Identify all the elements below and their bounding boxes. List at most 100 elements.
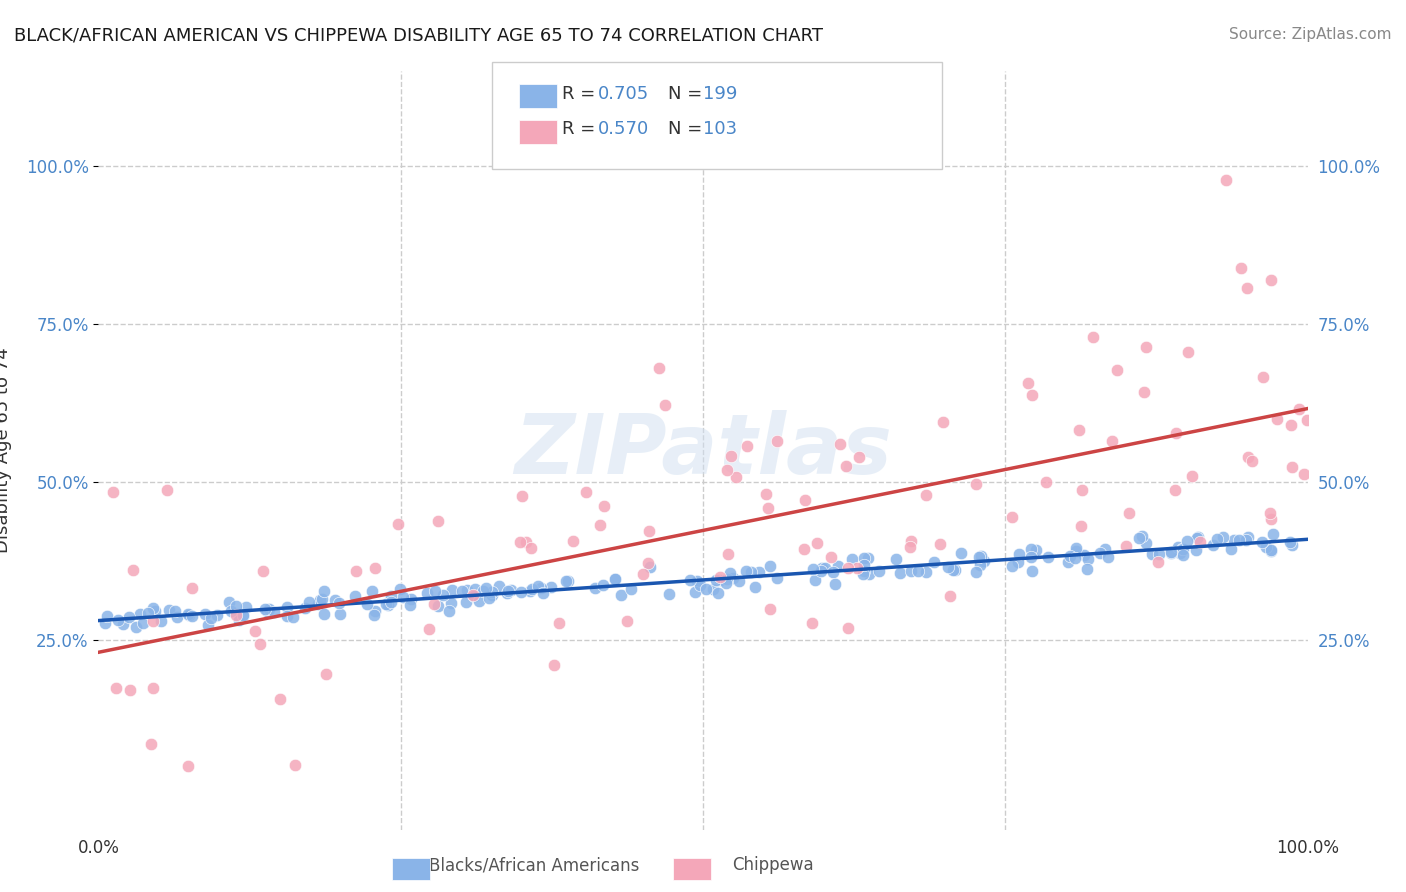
Point <box>423 597 446 611</box>
Point <box>495 585 517 599</box>
Point <box>312 607 335 621</box>
Point <box>328 596 350 610</box>
Point <box>401 591 423 606</box>
Point <box>1036 550 1059 565</box>
Point <box>720 566 742 580</box>
Point <box>1160 546 1182 560</box>
Point <box>658 587 681 601</box>
Point <box>1234 533 1257 548</box>
Text: R =: R = <box>562 85 602 103</box>
Point <box>706 586 728 600</box>
Point <box>1128 532 1150 546</box>
Point <box>709 573 731 587</box>
Point <box>269 692 291 706</box>
Point <box>1229 261 1251 276</box>
Point <box>508 535 530 549</box>
Point <box>631 567 654 582</box>
Point <box>157 602 180 616</box>
Point <box>1059 549 1081 564</box>
Point <box>520 582 543 596</box>
Point <box>965 565 987 579</box>
Point <box>263 605 285 619</box>
Point <box>922 555 945 569</box>
Point <box>512 489 534 503</box>
Point <box>685 585 707 599</box>
Point <box>425 584 447 599</box>
Point <box>1223 533 1246 547</box>
Point <box>1076 562 1098 576</box>
Point <box>307 597 329 611</box>
Point <box>1008 547 1031 561</box>
Point <box>1135 536 1157 550</box>
Point <box>1173 548 1195 562</box>
Point <box>377 598 399 612</box>
Point <box>136 606 159 620</box>
Point <box>548 615 571 630</box>
Point <box>235 599 257 614</box>
Point <box>1063 550 1085 565</box>
Point <box>1296 413 1319 427</box>
Text: 0.570: 0.570 <box>598 120 648 138</box>
Point <box>638 559 661 574</box>
Point <box>1000 510 1022 524</box>
Point <box>1164 425 1187 440</box>
Point <box>228 613 250 627</box>
Point <box>481 588 503 602</box>
Point <box>107 613 129 627</box>
Point <box>243 624 266 638</box>
Point <box>637 556 659 570</box>
Point <box>1025 543 1047 558</box>
Point <box>1105 363 1128 377</box>
Point <box>938 560 960 574</box>
Point <box>1057 555 1080 569</box>
Point <box>1171 541 1194 556</box>
Point <box>725 470 748 484</box>
Point <box>418 622 440 636</box>
Point <box>499 583 522 598</box>
Text: 0.705: 0.705 <box>598 85 648 103</box>
Point <box>965 476 987 491</box>
Point <box>1076 552 1098 566</box>
Point <box>1260 506 1282 520</box>
Point <box>803 573 825 587</box>
Point <box>967 550 990 565</box>
Point <box>589 518 612 533</box>
Point <box>835 459 858 474</box>
Point <box>364 561 387 575</box>
Point <box>837 560 859 574</box>
Point <box>1227 533 1250 547</box>
Point <box>1185 542 1208 557</box>
Point <box>101 484 124 499</box>
Point <box>686 574 709 588</box>
Point <box>846 561 869 575</box>
Point <box>194 607 217 621</box>
Point <box>356 597 378 611</box>
Point <box>889 566 911 581</box>
Point <box>1021 564 1043 578</box>
Point <box>756 501 779 516</box>
Point <box>800 615 823 630</box>
Point <box>1188 535 1211 549</box>
Point <box>758 559 780 574</box>
Point <box>165 604 187 618</box>
Point <box>1292 467 1315 481</box>
Point <box>515 535 537 549</box>
Point <box>344 564 367 578</box>
Point <box>856 551 879 566</box>
Point <box>1073 548 1095 562</box>
Point <box>392 590 415 604</box>
Point <box>427 599 450 613</box>
Point <box>315 666 337 681</box>
Point <box>943 564 966 578</box>
Point <box>648 360 671 375</box>
Point <box>257 601 280 615</box>
Point <box>125 620 148 634</box>
Point <box>1173 542 1195 557</box>
Point <box>478 591 501 606</box>
Point <box>1170 546 1192 560</box>
Point <box>702 582 724 596</box>
Point <box>1035 475 1057 489</box>
Point <box>177 608 200 623</box>
Point <box>1240 454 1263 468</box>
Point <box>1279 535 1302 549</box>
